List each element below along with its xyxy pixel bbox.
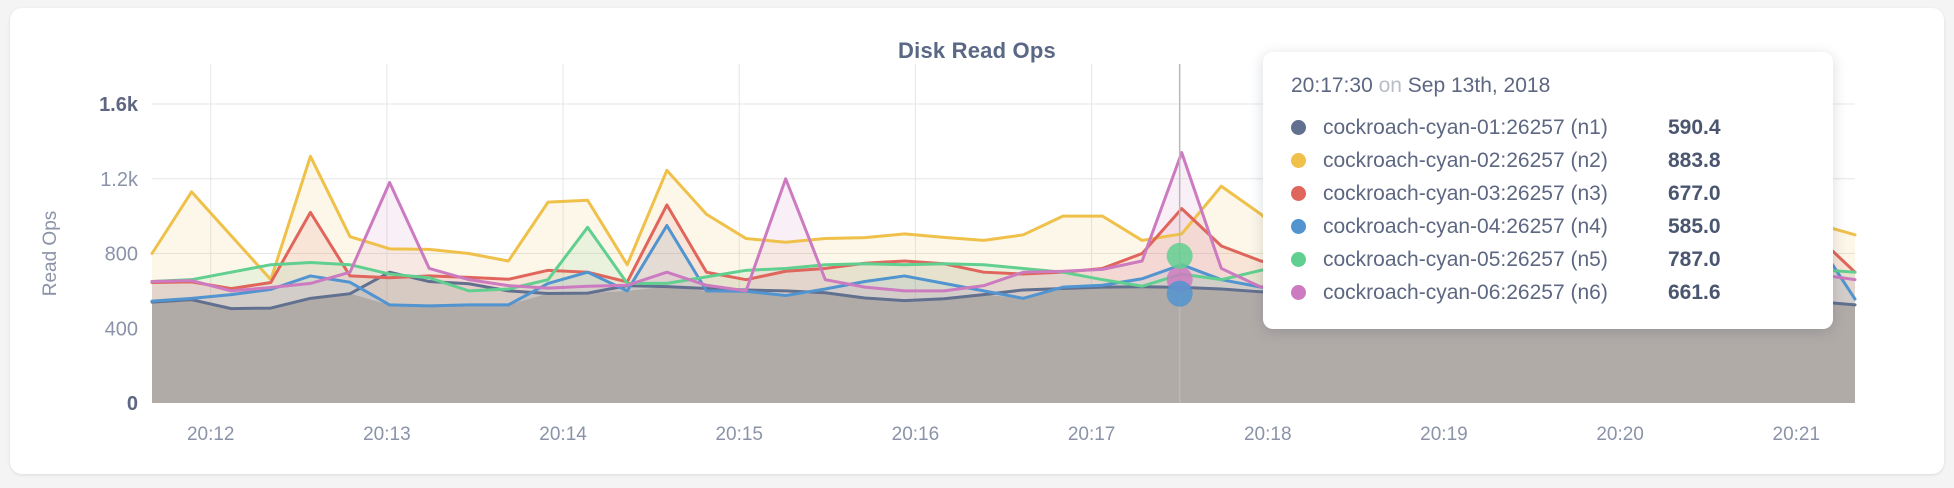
x-tick-label: 20:19 bbox=[1420, 424, 1468, 445]
hover-tooltip: 20:17:30 on Sep 13th, 2018 cockroach-cya… bbox=[1263, 52, 1833, 329]
tooltip-series-label: cockroach-cyan-04:26257 (n4) bbox=[1323, 214, 1608, 238]
series-color-dot-icon bbox=[1291, 120, 1306, 135]
tooltip-series-label: cockroach-cyan-06:26257 (n6) bbox=[1323, 280, 1608, 304]
y-tick-label: 1.6k bbox=[99, 94, 139, 116]
tooltip-row: cockroach-cyan-04:26257 (n4) 585.0 bbox=[1291, 210, 1805, 243]
y-tick-label: 0 bbox=[127, 393, 138, 415]
tooltip-series-label: cockroach-cyan-05:26257 (n5) bbox=[1323, 247, 1608, 271]
page-title: Disk Read Ops bbox=[898, 38, 1056, 63]
tooltip-row: cockroach-cyan-01:26257 (n1) 590.4 bbox=[1291, 111, 1805, 144]
series-area-6 bbox=[152, 152, 1855, 403]
series-color-dot-icon bbox=[1291, 186, 1306, 201]
x-tick-label: 20:12 bbox=[187, 424, 235, 445]
tooltip-series-value: 585.0 bbox=[1668, 214, 1721, 238]
y-axis-label: Read Ops bbox=[40, 211, 61, 297]
x-tick-label: 20:15 bbox=[715, 424, 763, 445]
tooltip-row: cockroach-cyan-02:26257 (n2) 883.8 bbox=[1291, 144, 1805, 177]
series-area-4 bbox=[152, 203, 1855, 403]
hover-marker-dot bbox=[1166, 242, 1193, 269]
x-tick-label: 20:20 bbox=[1596, 424, 1644, 445]
series-color-dot-icon bbox=[1291, 285, 1306, 300]
x-tick-label: 20:13 bbox=[363, 424, 411, 445]
y-tick-label: 400 bbox=[105, 318, 138, 340]
tooltip-series-label: cockroach-cyan-03:26257 (n3) bbox=[1323, 181, 1608, 205]
hover-marker-dot bbox=[1166, 280, 1193, 307]
tooltip-time: 20:17:30 bbox=[1291, 74, 1373, 97]
y-tick-label: 1.2k bbox=[100, 169, 139, 191]
tooltip-series-label: cockroach-cyan-02:26257 (n2) bbox=[1323, 148, 1608, 172]
tooltip-series-value: 883.8 bbox=[1668, 148, 1721, 172]
tooltip-timestamp: 20:17:30 on Sep 13th, 2018 bbox=[1291, 74, 1805, 98]
tooltip-series-value: 661.6 bbox=[1668, 280, 1721, 304]
tooltip-row: cockroach-cyan-05:26257 (n5) 787.0 bbox=[1291, 243, 1805, 276]
x-tick-label: 20:14 bbox=[539, 424, 587, 445]
tooltip-row: cockroach-cyan-06:26257 (n6) 661.6 bbox=[1291, 276, 1805, 309]
y-tick-label: 800 bbox=[105, 244, 138, 266]
x-tick-label: 20:16 bbox=[892, 424, 940, 445]
x-tick-label: 20:17 bbox=[1068, 424, 1116, 445]
tooltip-on-word: on bbox=[1378, 74, 1402, 97]
series-color-dot-icon bbox=[1291, 153, 1306, 168]
series-color-dot-icon bbox=[1291, 252, 1306, 267]
series-color-dot-icon bbox=[1291, 219, 1306, 234]
x-tick-label: 20:21 bbox=[1773, 424, 1821, 445]
tooltip-series-label: cockroach-cyan-01:26257 (n1) bbox=[1323, 115, 1608, 139]
x-tick-label: 20:18 bbox=[1244, 424, 1292, 445]
tooltip-series-value: 590.4 bbox=[1668, 115, 1721, 139]
tooltip-row: cockroach-cyan-03:26257 (n3) 677.0 bbox=[1291, 177, 1805, 210]
tooltip-series-value: 677.0 bbox=[1668, 181, 1721, 205]
tooltip-date: Sep 13th, 2018 bbox=[1407, 74, 1551, 97]
tooltip-series-value: 787.0 bbox=[1668, 247, 1721, 271]
tooltip-series-list: cockroach-cyan-01:26257 (n1) 590.4 cockroa… bbox=[1291, 111, 1805, 309]
